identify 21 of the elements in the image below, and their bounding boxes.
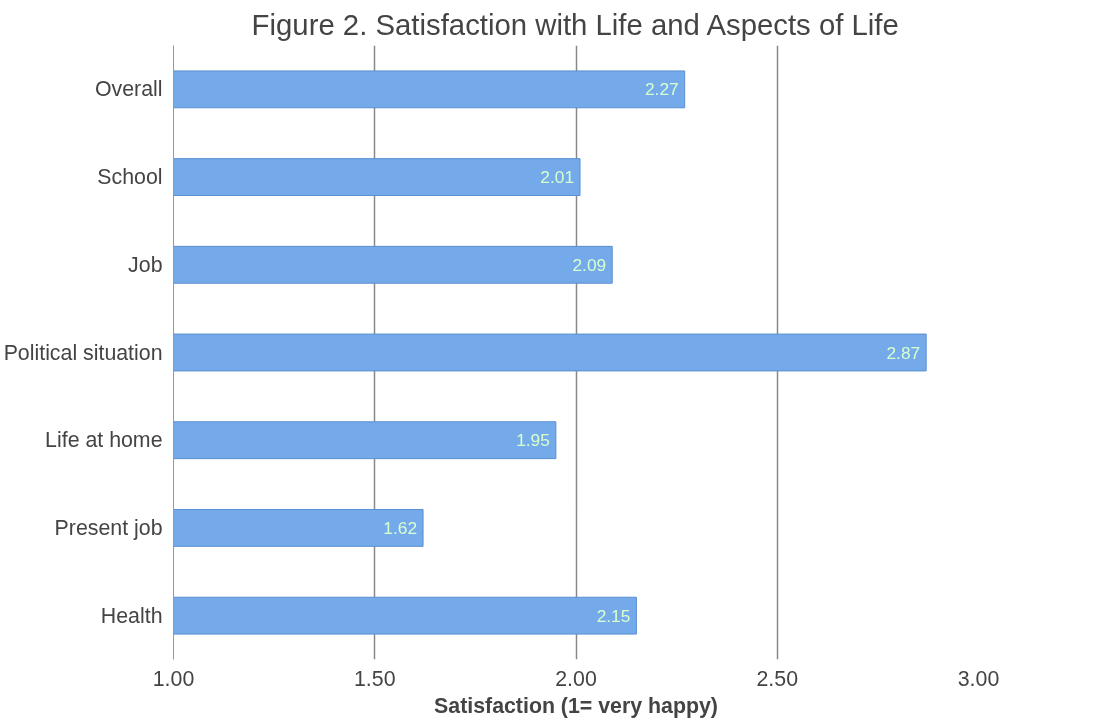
- y-tick-label: Political situation: [3, 340, 163, 365]
- data-label: 2.01: [540, 167, 575, 188]
- y-tick-label: Overall: [94, 77, 163, 102]
- x-tick-label: 1.50: [353, 666, 396, 691]
- x-tick-label: 2.50: [756, 666, 799, 691]
- data-label: 2.27: [644, 79, 679, 100]
- data-label: 2.09: [572, 254, 607, 275]
- x-axis-title: Satisfaction (1= very happy): [434, 693, 718, 718]
- y-tick-label: Health: [100, 603, 163, 628]
- data-label: 1.95: [516, 430, 550, 451]
- x-tick-label: 2.00: [555, 666, 597, 691]
- y-tick-label: Job: [128, 252, 163, 277]
- chart-title: Figure 2. Satisfaction with Life and Aspects of Life: [251, 7, 899, 41]
- y-tick-label: Present job: [54, 515, 163, 540]
- x-tick-label: 1.00: [152, 666, 195, 691]
- data-label: 2.15: [596, 605, 631, 626]
- y-tick-label: School: [97, 165, 163, 190]
- data-label: 1.62: [383, 517, 418, 538]
- y-tick-label: Life at home: [45, 428, 163, 453]
- x-tick-label: 3.00: [957, 666, 1000, 691]
- data-label: 2.87: [886, 342, 921, 363]
